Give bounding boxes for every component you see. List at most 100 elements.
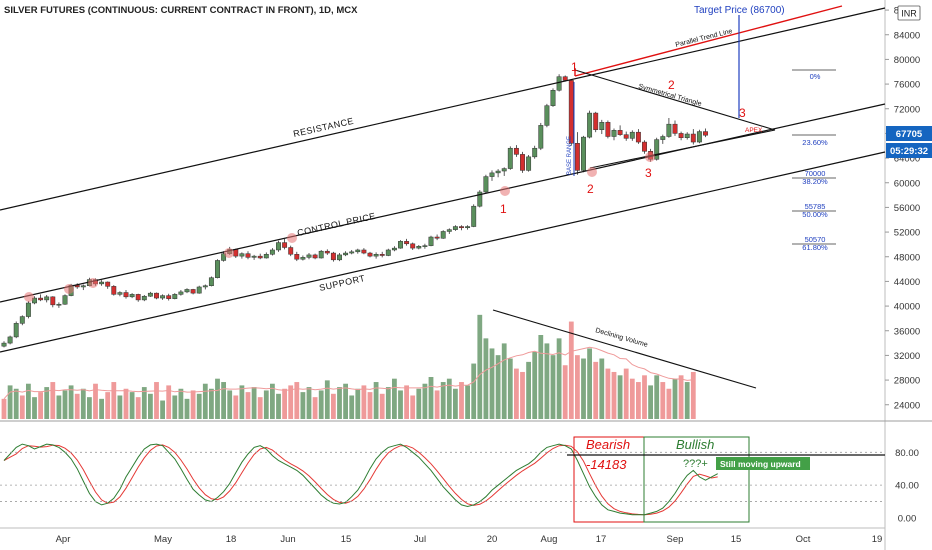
volume-bar [202, 383, 208, 419]
candle-body [703, 131, 708, 136]
volume-bar [190, 390, 196, 419]
candle-body [672, 123, 678, 134]
stoch-level-label: 0.00 [898, 514, 917, 525]
volume-bar [459, 382, 464, 419]
candle-body [276, 242, 281, 251]
candle [581, 135, 586, 173]
candle-body [38, 297, 44, 301]
volume-bar [257, 397, 263, 419]
volume-bar [623, 368, 629, 419]
volume-bar [129, 392, 135, 419]
volume-bar [489, 348, 495, 419]
parallel-trend-label: Parallel Trend Line [675, 28, 733, 49]
candle [1, 341, 7, 348]
candle-body [349, 251, 355, 254]
candle-body [367, 252, 373, 257]
volume-bar [105, 392, 111, 419]
wave-label-3-top: 3 [739, 106, 746, 120]
candle-body [25, 302, 31, 317]
price-axis: 8800084000800007600072000680006400060000… [0, 6, 920, 525]
candle [269, 248, 275, 256]
volume-bar [532, 351, 538, 419]
candle [654, 137, 660, 161]
volume-bar [428, 377, 434, 419]
volume-bar [160, 400, 165, 419]
candle [160, 294, 166, 300]
candle-body [123, 292, 129, 298]
volume-bar [196, 393, 202, 419]
candle [696, 129, 702, 144]
candle [434, 234, 440, 241]
fib-50: 50.00% [802, 210, 828, 219]
candle [135, 293, 141, 302]
resistance-line [0, 7, 886, 211]
candle [245, 251, 251, 260]
candle-body [574, 143, 580, 171]
candle [611, 128, 617, 141]
bearish-box: Bearish -14183 [573, 436, 645, 523]
candle [404, 238, 410, 246]
candle [593, 111, 599, 133]
candle [379, 251, 385, 258]
candle-body [62, 295, 68, 305]
volume-bar [337, 387, 342, 419]
candle-body [135, 294, 141, 301]
volume-bar [318, 390, 324, 419]
candle [501, 167, 507, 176]
candle-body [312, 254, 318, 259]
price-tick-label: 84000 [894, 30, 920, 41]
candle [666, 118, 672, 138]
declining-volume-label: Declining Volume [594, 327, 648, 349]
candle [13, 321, 19, 339]
candle [202, 284, 208, 290]
candle [221, 251, 227, 262]
candle [294, 251, 300, 262]
touch-point-marker [224, 248, 234, 258]
candle-body [337, 254, 342, 261]
candle [538, 122, 544, 151]
volume-bar [135, 397, 141, 419]
volume-bar [361, 385, 367, 419]
volume-bar [38, 392, 43, 419]
volume-bar [495, 355, 501, 419]
volume-bar [379, 393, 385, 419]
volume-bar [50, 382, 56, 419]
volume-bar [593, 361, 599, 419]
candle-body [440, 231, 446, 239]
candle [62, 294, 68, 305]
volume-bar [465, 385, 470, 419]
currency-badge[interactable]: INR [897, 5, 921, 21]
candle-body [318, 250, 324, 259]
volume-bar [343, 383, 348, 419]
volume-bar [239, 385, 245, 419]
volume-bar [331, 393, 336, 419]
candle-body [483, 176, 489, 193]
candle-body [605, 122, 611, 137]
volume-bar [629, 378, 635, 419]
candle-body [471, 205, 477, 227]
candle-body [617, 130, 623, 135]
candle-body [642, 141, 647, 152]
volume-bar [251, 387, 257, 419]
volume-bar [288, 385, 294, 419]
candle-body [221, 253, 227, 261]
fib-levels: 0% 23.60% 70000 38.20% 55785 50.00% 5057… [792, 69, 836, 252]
candle [489, 170, 495, 181]
candle-body [111, 286, 117, 295]
volume-bar [544, 343, 550, 419]
volume-bar [154, 382, 159, 419]
candle-body [593, 112, 599, 130]
candle-body [416, 246, 422, 249]
volume-bar [324, 380, 330, 419]
touch-point-marker [64, 284, 74, 294]
time-tick-label: Jul [414, 534, 426, 545]
candle-body [172, 294, 178, 299]
touch-point-marker [645, 152, 655, 162]
candle-body [660, 136, 666, 140]
parallel-trend-line [574, 5, 843, 77]
volume-bar [410, 395, 416, 419]
volume-bar [245, 392, 251, 419]
candle-body [581, 136, 586, 171]
candle [208, 276, 214, 287]
